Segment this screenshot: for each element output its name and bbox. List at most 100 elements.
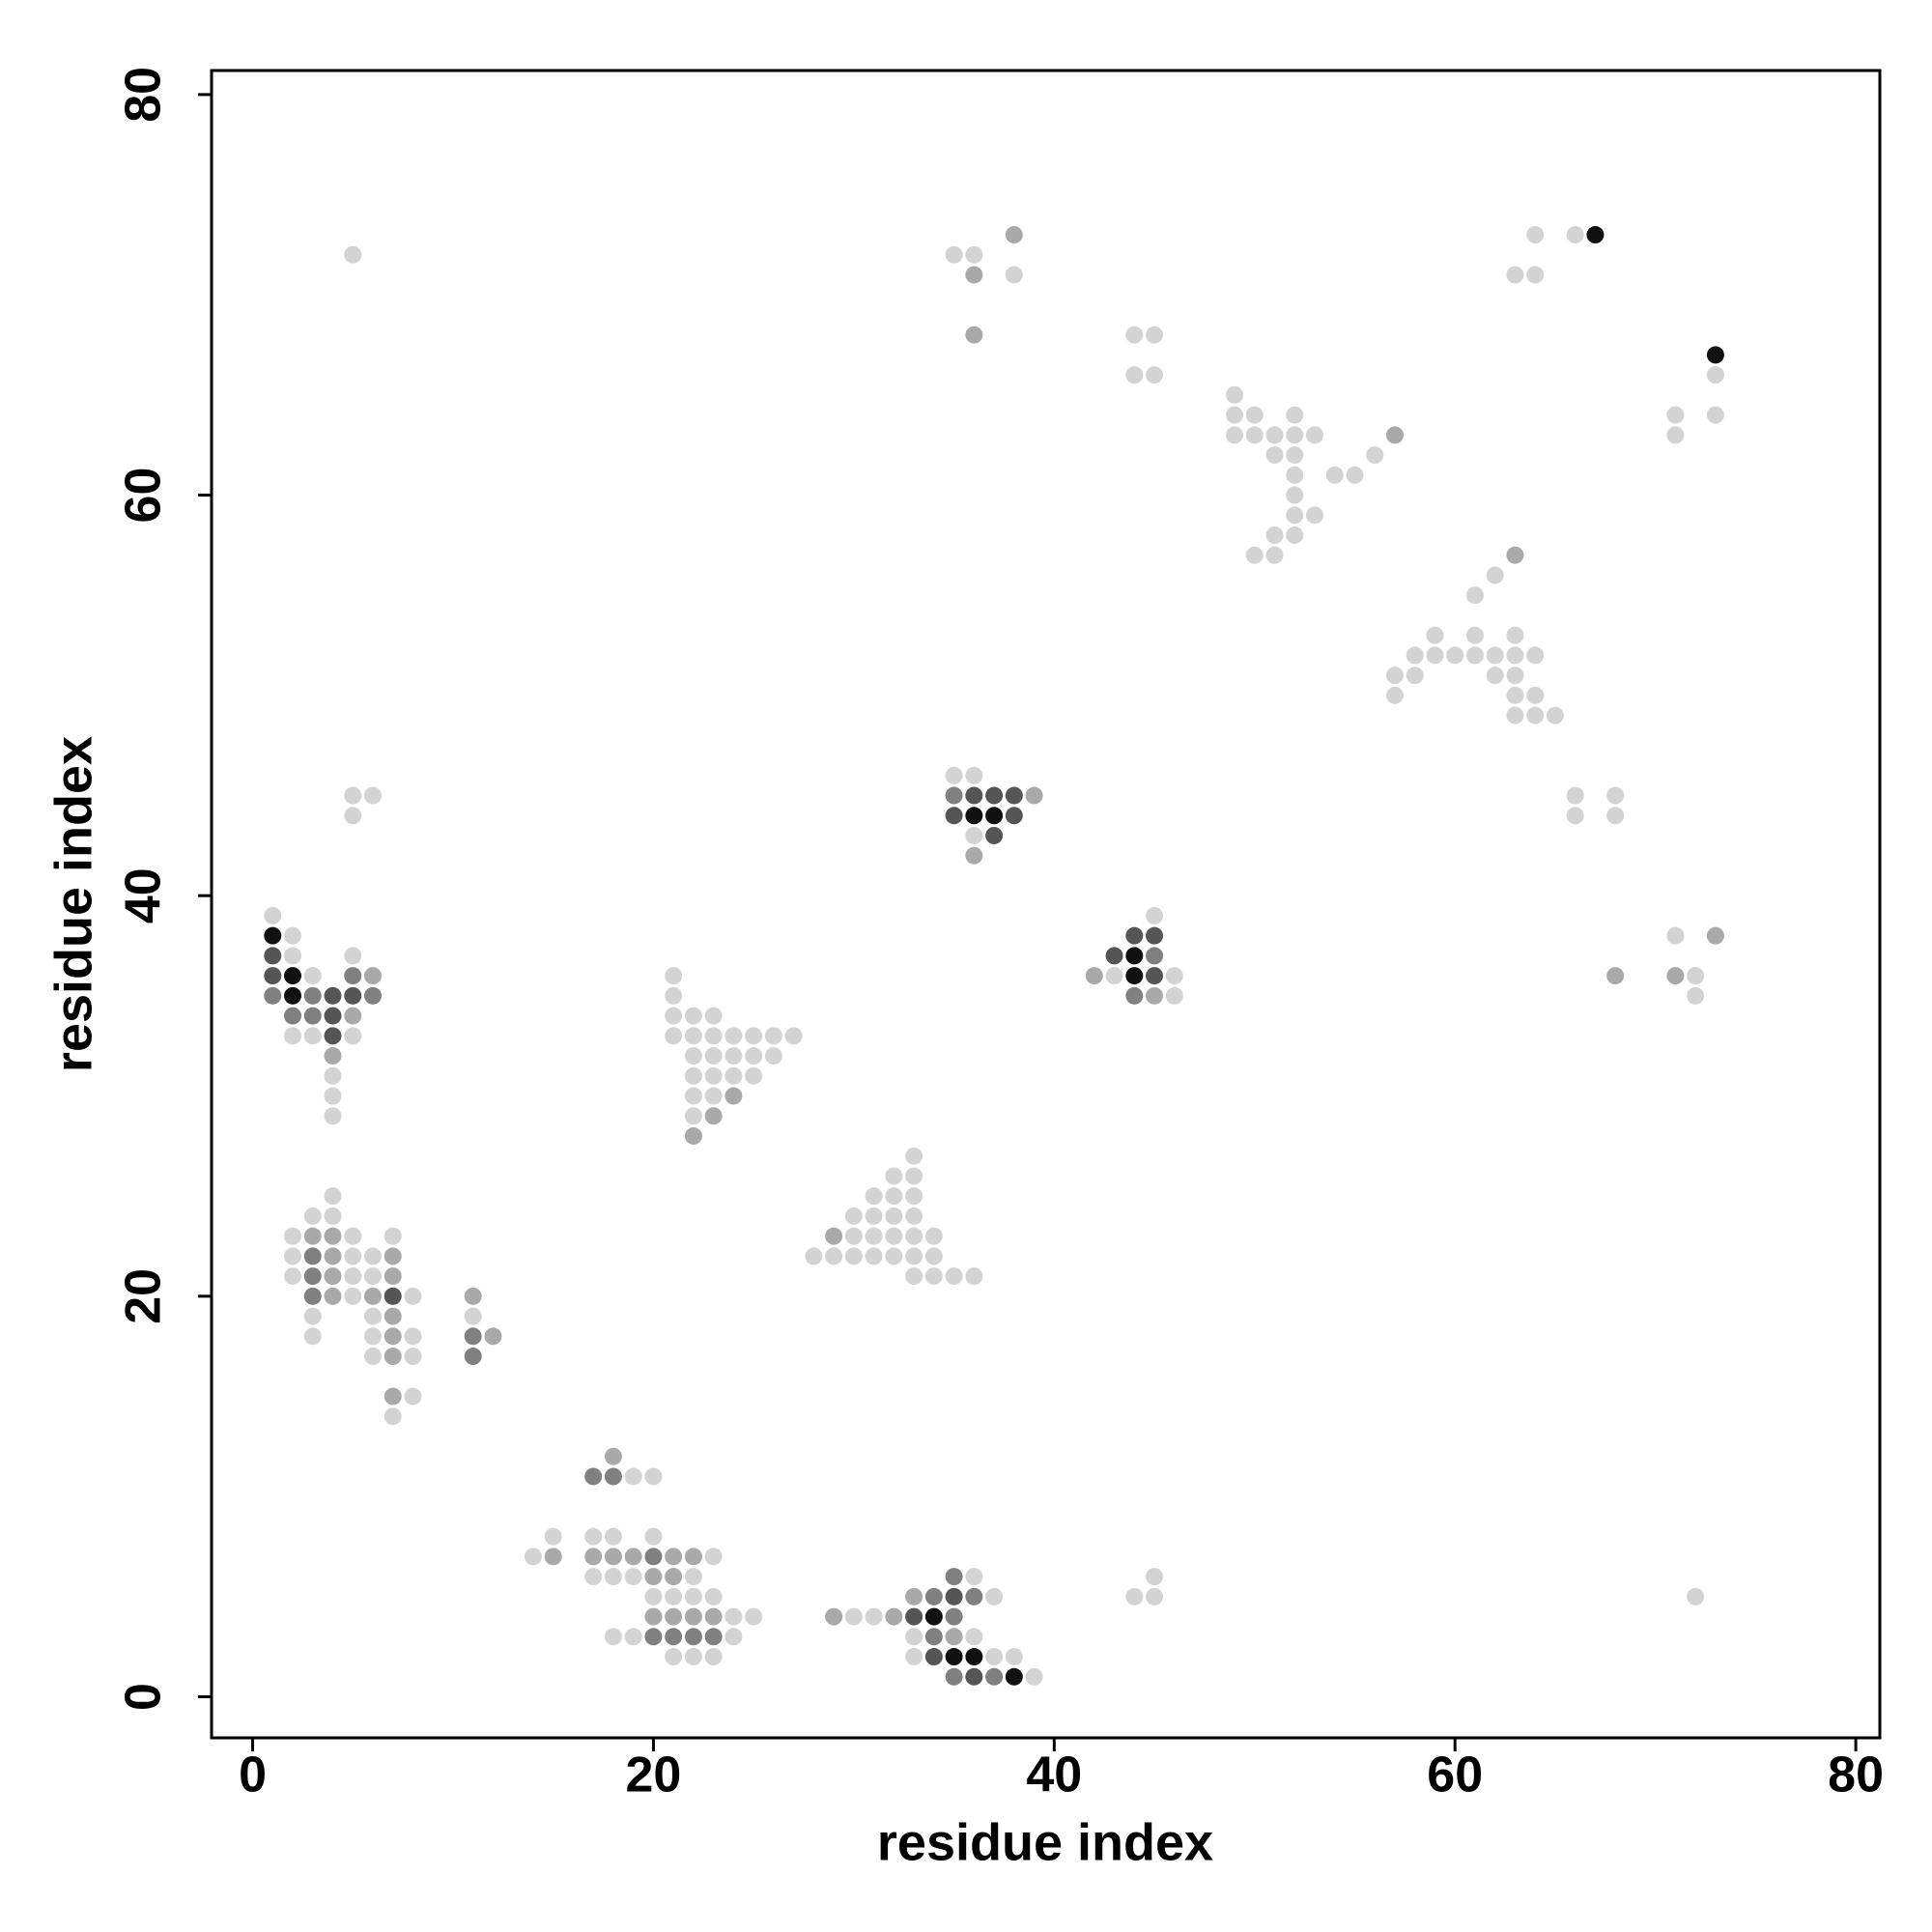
x-tick-label: 40 bbox=[1026, 1747, 1082, 1804]
point bbox=[945, 245, 963, 264]
point bbox=[344, 1247, 362, 1265]
point bbox=[1165, 986, 1183, 1005]
point bbox=[303, 1207, 322, 1225]
point bbox=[924, 1628, 943, 1646]
point bbox=[264, 967, 282, 985]
point bbox=[1286, 466, 1304, 484]
y-tick-label: 80 bbox=[116, 67, 172, 123]
point bbox=[604, 1467, 622, 1486]
point bbox=[965, 1648, 983, 1666]
point bbox=[924, 1227, 943, 1245]
plot-frame bbox=[210, 69, 1882, 1740]
point bbox=[1486, 566, 1504, 584]
point bbox=[724, 1628, 743, 1646]
point bbox=[844, 1227, 863, 1245]
point bbox=[985, 826, 1004, 844]
point bbox=[1526, 686, 1545, 704]
point bbox=[784, 1027, 803, 1045]
point bbox=[1125, 1587, 1144, 1605]
y-tick-label: 0 bbox=[116, 1683, 172, 1711]
point bbox=[665, 967, 683, 985]
point bbox=[665, 1648, 683, 1666]
point bbox=[1406, 646, 1424, 665]
point bbox=[704, 1066, 723, 1085]
point bbox=[945, 1648, 963, 1666]
point bbox=[1005, 226, 1023, 244]
point bbox=[965, 766, 983, 784]
point bbox=[464, 1307, 482, 1325]
point bbox=[284, 1267, 302, 1286]
point bbox=[1025, 1667, 1043, 1686]
point bbox=[985, 807, 1004, 825]
point bbox=[644, 1467, 663, 1486]
point bbox=[1286, 506, 1304, 525]
point bbox=[1465, 586, 1484, 605]
point bbox=[965, 1267, 983, 1286]
point bbox=[404, 1387, 422, 1406]
point bbox=[1286, 406, 1304, 424]
point bbox=[604, 1568, 622, 1586]
point bbox=[1506, 546, 1524, 564]
point bbox=[1005, 1648, 1023, 1666]
point bbox=[644, 1527, 663, 1546]
point bbox=[1125, 326, 1144, 344]
point bbox=[344, 967, 362, 985]
point bbox=[1125, 926, 1144, 945]
point bbox=[284, 967, 302, 985]
point bbox=[303, 1007, 322, 1025]
point bbox=[665, 1587, 683, 1605]
point bbox=[905, 1267, 923, 1286]
point bbox=[1706, 346, 1724, 364]
point bbox=[965, 846, 983, 865]
point bbox=[965, 245, 983, 264]
point bbox=[1005, 786, 1023, 805]
point bbox=[604, 1628, 622, 1646]
point bbox=[1146, 366, 1164, 384]
point bbox=[1666, 967, 1685, 985]
point bbox=[905, 1147, 923, 1165]
point bbox=[965, 266, 983, 284]
point bbox=[1526, 646, 1545, 665]
point bbox=[1385, 667, 1404, 685]
point bbox=[303, 1247, 322, 1265]
point bbox=[905, 1628, 923, 1646]
point bbox=[324, 1287, 342, 1305]
point bbox=[1325, 466, 1344, 484]
point bbox=[1346, 466, 1364, 484]
point bbox=[324, 1187, 342, 1206]
point bbox=[604, 1447, 622, 1465]
point bbox=[905, 1587, 923, 1605]
point bbox=[1226, 426, 1244, 444]
point bbox=[1165, 967, 1183, 985]
point bbox=[825, 1227, 843, 1245]
point bbox=[704, 1027, 723, 1045]
point bbox=[303, 986, 322, 1005]
point bbox=[404, 1348, 422, 1366]
point bbox=[363, 786, 382, 805]
point bbox=[1286, 526, 1304, 544]
point bbox=[1706, 366, 1724, 384]
point bbox=[363, 986, 382, 1005]
point bbox=[1465, 646, 1484, 665]
point bbox=[844, 1247, 863, 1265]
point bbox=[945, 1568, 963, 1586]
point bbox=[924, 1247, 943, 1265]
point bbox=[1366, 446, 1384, 465]
point bbox=[324, 1047, 342, 1065]
y-axis-label: residue index bbox=[44, 736, 102, 1072]
point bbox=[584, 1467, 603, 1486]
point bbox=[1426, 646, 1444, 665]
point bbox=[724, 1087, 743, 1105]
point bbox=[684, 1107, 702, 1125]
point bbox=[1146, 1587, 1164, 1605]
point bbox=[905, 1247, 923, 1265]
point bbox=[945, 766, 963, 784]
point bbox=[264, 986, 282, 1005]
point bbox=[965, 826, 983, 844]
point bbox=[324, 1267, 342, 1286]
point bbox=[604, 1548, 622, 1566]
point bbox=[945, 1267, 963, 1286]
point bbox=[684, 1027, 702, 1045]
point bbox=[905, 1607, 923, 1626]
point bbox=[464, 1287, 482, 1305]
